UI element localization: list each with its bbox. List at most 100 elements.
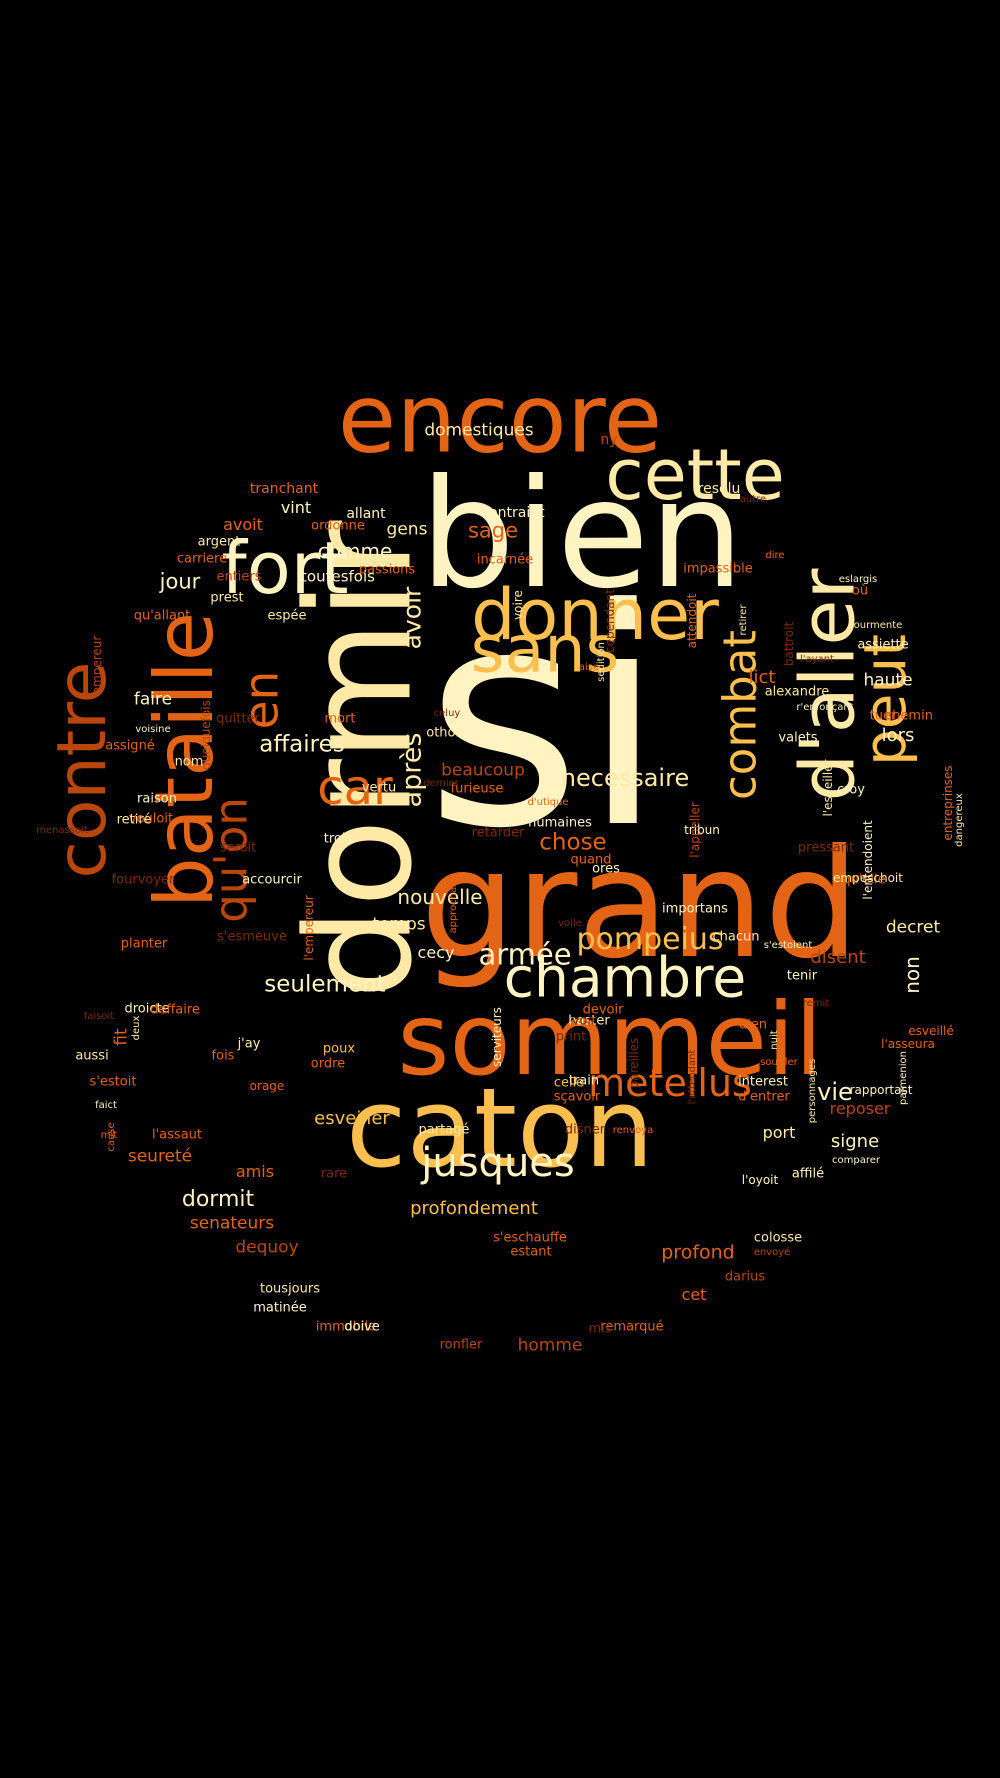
word-entiers: entiers xyxy=(216,569,262,585)
word-port: port xyxy=(762,1123,796,1142)
word-s-esmeuve: s'esmeuve xyxy=(217,929,287,945)
word-encore: encore xyxy=(337,364,663,475)
word-doive: doive xyxy=(344,1319,380,1335)
word-l-assaut: l'assaut xyxy=(151,1127,203,1143)
word-profond: profond xyxy=(661,1241,735,1264)
word-alexandre: alexandre xyxy=(764,684,830,700)
word-toutesfois: toutesfois xyxy=(301,567,375,586)
word-voisine: voisine xyxy=(135,724,171,735)
word-vie: vie xyxy=(817,1078,853,1106)
word-apres: après xyxy=(396,732,428,808)
word-trois: trois xyxy=(323,831,353,847)
word-retarder: retarder xyxy=(471,825,525,841)
word-envoye: envoyé xyxy=(753,1247,791,1258)
word-signe: signe xyxy=(830,1131,880,1152)
word-passions: passions xyxy=(358,562,416,578)
word-quitter: quitter xyxy=(216,711,260,727)
word-nom: nom xyxy=(174,754,204,770)
word-immobile: immobile xyxy=(315,1319,377,1335)
word-ordre: ordre xyxy=(310,1056,346,1072)
word-allant: allant xyxy=(346,506,386,522)
word-l-ayant: l'ayant xyxy=(800,654,834,665)
word-gens: gens xyxy=(386,519,428,540)
word-entreprinses: entreprinses xyxy=(941,765,955,841)
word-assiette: assiette xyxy=(857,637,909,653)
word-l-empereur: l'empereur xyxy=(302,895,316,961)
word-retirer: retirer xyxy=(738,604,749,636)
word-ores: ores xyxy=(592,861,620,877)
word-autre: autre xyxy=(739,494,767,505)
word-esveille: esveillé xyxy=(908,1024,954,1038)
word-quelquefois: quelquefois xyxy=(199,700,213,770)
word-d-utique: d'utique xyxy=(527,797,569,808)
word-impassible: impassible xyxy=(683,561,753,577)
word-qu-elle: qu'elle xyxy=(842,872,886,888)
word-seroit: seroit xyxy=(219,840,257,856)
word-l-entendoient: l'entendoient xyxy=(861,820,875,900)
word-deffaire: deffaire xyxy=(150,1002,200,1018)
word-vertu: vertu xyxy=(361,780,397,796)
word-senateurs: senateurs xyxy=(189,1213,275,1234)
word-jusques: jusques xyxy=(421,1140,575,1186)
word-resolu: resolu xyxy=(697,481,741,497)
word-grand: grand xyxy=(420,818,860,992)
word-car: car xyxy=(317,760,393,816)
word-print: print xyxy=(555,1029,587,1045)
word-accourcir: accourcir xyxy=(242,872,302,888)
word-sans: sans xyxy=(470,612,620,688)
word-voir: voir xyxy=(571,1013,597,1029)
word-jour: jour xyxy=(159,569,201,594)
word-dernier: dernier xyxy=(423,778,459,789)
word-incarnee: incarnée xyxy=(476,552,534,568)
word-faire: faire xyxy=(133,689,173,710)
word-remit: remit xyxy=(802,998,830,1009)
word-amis: amis xyxy=(235,1162,275,1181)
word-ou: où xyxy=(851,583,869,599)
word-cet: cet xyxy=(681,1285,707,1304)
word-interest: interest xyxy=(738,1074,788,1090)
word-voile: voile xyxy=(558,918,582,929)
word-chemin: chemin xyxy=(885,708,933,724)
word-disner: disner xyxy=(564,1122,606,1138)
word-carriere: carriere xyxy=(176,551,228,567)
word-colosse: colosse xyxy=(753,1230,803,1246)
word-homme: homme xyxy=(517,1335,583,1356)
word-sage: sage xyxy=(467,518,519,543)
word-s-estoient: s'estoient xyxy=(763,940,813,951)
word-partage: partagé xyxy=(418,1122,470,1138)
word-disent: disent xyxy=(810,947,866,968)
word-nouvelle: nouvelle xyxy=(397,885,483,909)
word-prest: prest xyxy=(210,590,244,606)
word-haster: haster xyxy=(568,1013,610,1029)
word-tribun: tribun xyxy=(684,823,720,837)
word-nuit: nuit xyxy=(769,1030,780,1050)
word-seurete: seureté xyxy=(127,1146,193,1167)
word-furieuse: furieuse xyxy=(450,781,504,797)
word-vouloit: vouloit xyxy=(128,811,174,827)
word-aise: aise xyxy=(578,662,600,673)
word-affile: affilé xyxy=(791,1166,825,1182)
word-chose: chose xyxy=(539,829,607,856)
word-dequoy: dequoy xyxy=(235,1237,299,1258)
word-combat: combat xyxy=(713,630,767,800)
word-attendoit: attendoit xyxy=(685,593,699,649)
word-souffler: souffler xyxy=(760,1057,798,1068)
word-comme: comme xyxy=(317,539,393,563)
word-l-oyoit: l'oyoit xyxy=(741,1173,779,1187)
word-tousjours: tousjours xyxy=(260,1281,320,1297)
word-tenir: tenir xyxy=(786,968,818,984)
word-fourvoyer: fourvoyer xyxy=(111,872,175,888)
word-ny: ny xyxy=(600,432,618,448)
word-caton: caton xyxy=(345,1064,655,1192)
word-esveiller: esveiller xyxy=(314,1108,390,1129)
word-avoir: avoir xyxy=(397,586,427,650)
word-devoir: devoir xyxy=(582,1002,624,1018)
word-matinee: matinée xyxy=(253,1300,307,1316)
word-decret: decret xyxy=(885,917,941,938)
word-faisoit: faisoit xyxy=(83,1011,115,1022)
word-l-asseura: l'asseura xyxy=(881,1037,935,1051)
word-qu-allant: qu'allant xyxy=(133,608,191,624)
word-deux: deux xyxy=(131,1015,142,1041)
word-tranchant: tranchant xyxy=(249,481,319,497)
word-renvoya: renvoya xyxy=(612,1125,654,1136)
